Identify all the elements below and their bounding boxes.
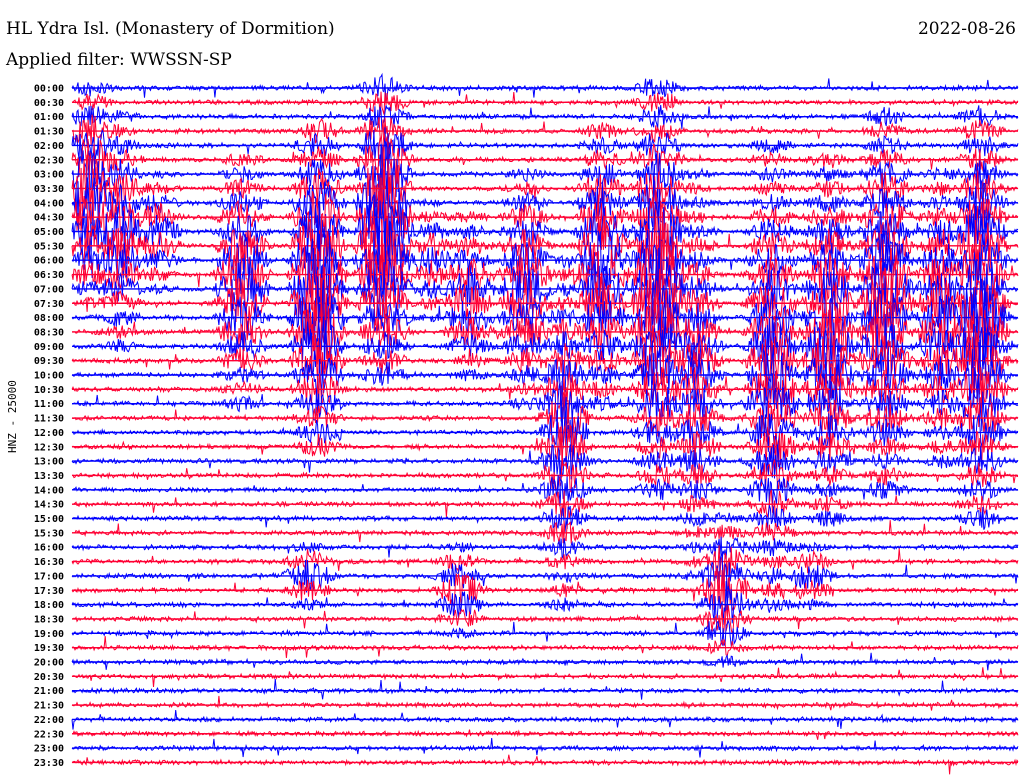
row-time-label: 09:30 [34,356,64,367]
row-time-label: 22:30 [34,729,64,740]
row-time-label: 18:00 [34,600,64,611]
date-label: 2022-08-26 [917,19,1016,39]
row-time-label: 21:30 [34,701,64,712]
seismic-trace-row [71,678,1019,700]
row-time-label: 02:00 [34,141,64,152]
row-time-label: 19:00 [34,629,64,640]
seismic-trace-row [71,754,1019,775]
row-time-label: 05:00 [34,227,64,238]
seismic-trace-row [71,91,1019,116]
seismic-trace-row [71,695,1019,711]
seismic-trace-row [71,215,1019,303]
seismic-trace-row [71,169,1019,257]
row-time-label: 02:30 [34,155,64,166]
seismic-trace-row [71,209,1019,289]
row-time-label: 03:00 [34,170,64,181]
seismic-trace-row [71,667,1019,687]
seismic-trace-row [71,339,1019,406]
row-time-label: 10:00 [34,371,64,382]
row-time-label: 01:00 [34,112,64,123]
row-time-label: 04:30 [34,213,64,224]
row-time-label: 03:30 [34,184,64,195]
row-time-label: 12:30 [34,442,64,453]
row-time-label: 16:00 [34,543,64,554]
row-time-label: 19:30 [34,643,64,654]
row-time-label: 00:00 [34,84,64,95]
row-time-label: 20:30 [34,672,64,683]
seismic-trace-row [72,489,1019,520]
seismic-trace-row [71,234,1019,320]
row-time-label: 12:00 [34,428,64,439]
row-time-label: 07:00 [34,284,64,295]
seismic-trace-row [71,536,1019,561]
row-time-label: 15:30 [34,528,64,539]
seismic-trace-row [71,729,1019,740]
row-time-label: 20:00 [34,658,64,669]
seismic-trace-row [71,194,1019,281]
row-time-label: 06:00 [34,256,64,267]
row-time-label: 09:00 [34,342,64,353]
row-time-label: 05:30 [34,241,64,252]
row-time-label: 11:00 [34,399,64,410]
row-time-label: 14:30 [34,500,64,511]
row-time-label: 18:30 [34,614,64,625]
row-time-label: 23:00 [34,744,64,755]
seismic-trace-row [71,371,1019,432]
seismic-trace-row [71,141,1019,210]
row-time-label: 01:30 [34,127,64,138]
row-time-label: 07:30 [34,299,64,310]
seismic-trace-row [71,266,1019,345]
row-time-label: 10:30 [34,385,64,396]
seismic-trace-row [71,545,1019,578]
row-time-label: 15:00 [34,514,64,525]
seismic-trace-row [71,132,1019,186]
row-time-label: 17:30 [34,586,64,597]
row-time-label: 04:00 [34,198,64,209]
seismic-trace-row [71,274,1019,357]
row-time-label: 00:30 [34,98,64,109]
row-time-label: 16:30 [34,557,64,568]
station-title: HL Ydra Isl. (Monastery of Dormition) [6,19,335,39]
seismic-trace-row [71,168,1019,240]
row-time-label: 11:30 [34,414,64,425]
row-time-label: 06:30 [34,270,64,281]
row-time-label: 23:30 [34,758,64,769]
row-time-label: 17:00 [34,571,64,582]
row-time-label: 08:00 [34,313,64,324]
row-time-label: 13:30 [34,471,64,482]
row-time-label: 14:00 [34,485,64,496]
row-time-label: 08:30 [34,327,64,338]
seismic-trace-row [71,404,1019,456]
row-time-label: 13:00 [34,457,64,468]
filter-label: Applied filter: WWSSN-SP [6,50,232,70]
row-time-label: 22:00 [34,715,64,726]
row-time-label: 21:00 [34,686,64,697]
